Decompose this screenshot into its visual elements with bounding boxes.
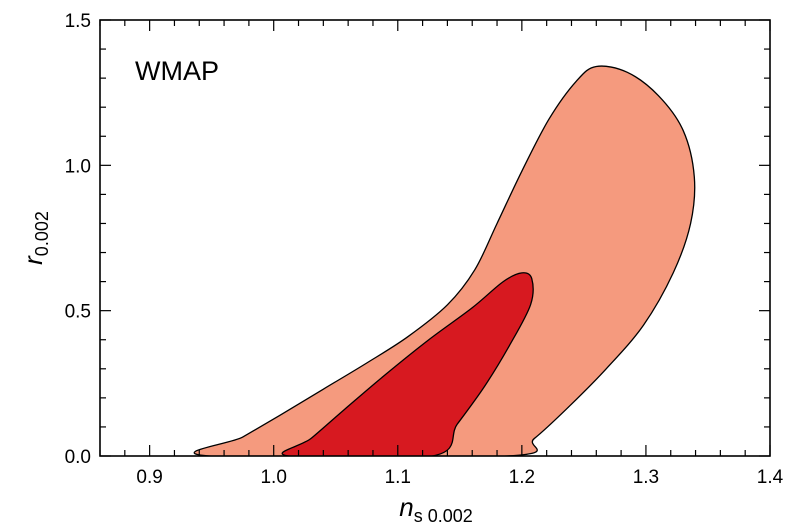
y-tick-label: 0.5	[65, 302, 91, 323]
tick-labels: 0.9 1.0 1.1 1.2 1.3 1.4 0.0 0.5 1.0 1.5	[65, 11, 784, 488]
x-tick-label: 1.3	[633, 467, 659, 488]
y-axis-label-sub: 0.002	[32, 211, 52, 256]
contour-regions	[193, 65, 696, 456]
x-tick-label: 1.2	[509, 467, 535, 488]
y-axis-label-main: r	[18, 255, 48, 265]
x-tick-label: 1.4	[757, 467, 784, 488]
panel-label: WMAP	[135, 56, 219, 86]
x-axis-label-sub: s 0.002	[414, 506, 473, 525]
y-tick-label: 0.0	[65, 447, 91, 468]
x-axis-label: ns 0.002	[399, 492, 473, 525]
y-tick-label: 1.0	[65, 156, 91, 177]
plot-frame	[99, 19, 771, 457]
x-tick-label: 0.9	[136, 467, 162, 488]
x-tick-label: 1.0	[260, 467, 286, 488]
y-axis-label: r0.002	[18, 211, 52, 265]
x-axis-label-main: n	[399, 492, 413, 522]
y-tick-label: 1.5	[65, 11, 91, 32]
outer-contour-region	[193, 65, 696, 456]
x-tick-label: 1.1	[385, 467, 411, 488]
inner-contour-region	[281, 272, 534, 456]
